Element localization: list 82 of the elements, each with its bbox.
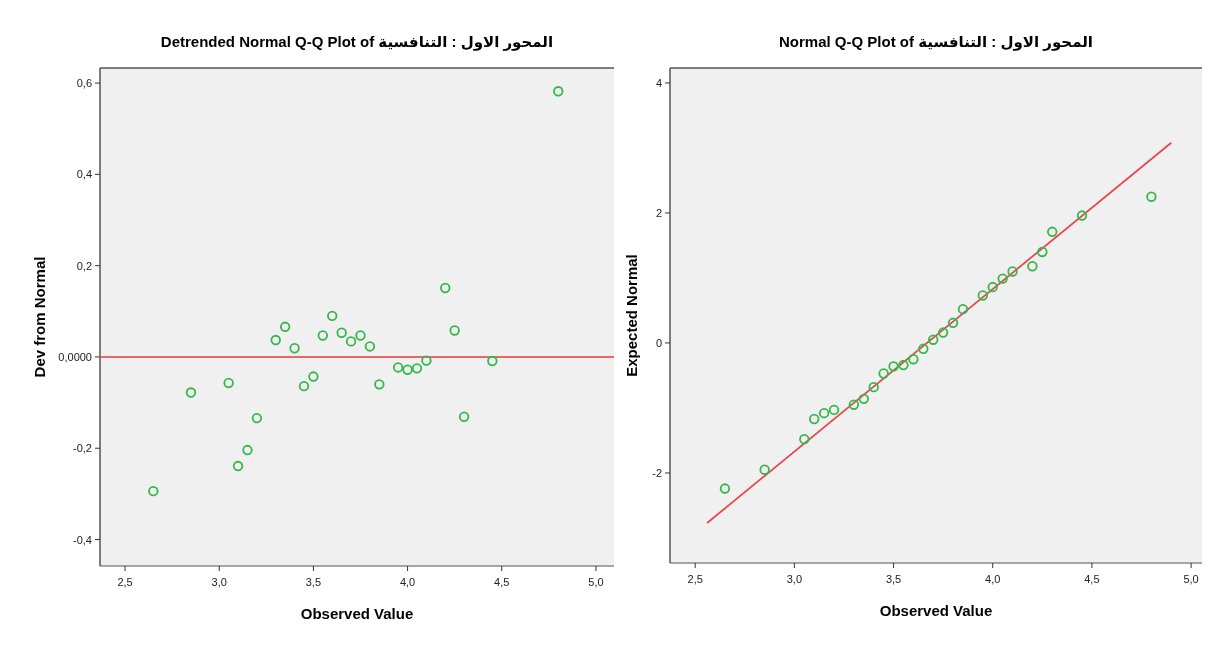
point [251, 412, 263, 424]
chart-title: Detrended Normal Q-Q Plot of المحور الاول : التنافسية [160, 33, 554, 51]
point [392, 362, 404, 373]
point [553, 86, 564, 97]
point [458, 411, 470, 422]
point [336, 327, 347, 338]
y-tick-label: 0,0000 [58, 350, 92, 363]
point [1007, 266, 1018, 277]
point [223, 377, 234, 389]
point [848, 399, 860, 410]
point [908, 354, 919, 365]
point [1027, 261, 1038, 272]
point [270, 334, 281, 346]
point [355, 330, 366, 341]
y-axis-title: Dev from Normal [31, 256, 48, 378]
point [402, 364, 413, 375]
point [327, 310, 338, 322]
x-tick-label: 5,0 [588, 576, 604, 588]
x-tick-label: 3,0 [211, 576, 227, 588]
y-tick-label: -0,4 [73, 533, 92, 546]
x-tick-label: 2,5 [117, 576, 133, 588]
x-tick-label: 3,0 [786, 573, 803, 585]
point [317, 330, 329, 341]
point [308, 371, 319, 382]
point [987, 281, 998, 293]
x-tick-label: 2,5 [687, 573, 703, 585]
point [888, 361, 899, 372]
point [799, 433, 810, 445]
point [1146, 191, 1157, 202]
point [232, 460, 244, 472]
point [858, 393, 869, 405]
point [928, 334, 939, 345]
x-tick-label: 4,0 [399, 576, 416, 588]
y-tick-label: -2 [652, 466, 662, 479]
point [809, 413, 820, 425]
point [421, 355, 432, 366]
point [449, 325, 460, 336]
point [868, 381, 879, 393]
point [1037, 246, 1048, 258]
y-tick-label: 4 [655, 76, 662, 89]
point [242, 444, 253, 456]
point [1076, 210, 1088, 221]
y-tick-label: 2 [655, 206, 662, 219]
point [148, 485, 159, 497]
x-tick-label: 4,5 [494, 576, 510, 588]
point [898, 359, 909, 371]
y-tick-label: 0 [655, 336, 662, 349]
chart-title: Normal Q-Q Plot of المحور الاول : التنافسية [779, 33, 1093, 51]
y-tick-label: 0,2 [76, 259, 92, 272]
point [957, 303, 969, 315]
point [918, 343, 929, 355]
x-tick-label: 3,5 [885, 573, 902, 585]
point [374, 379, 385, 390]
point [185, 387, 197, 398]
x-axis-title: Observed Value [879, 602, 993, 619]
point [759, 464, 770, 475]
y-tick-label: 0,4 [76, 168, 92, 181]
point [977, 290, 989, 301]
x-axis-title: Observed Value [300, 605, 414, 622]
y-axis-title: Expected Normal [623, 254, 640, 377]
point [997, 273, 1008, 284]
point [345, 336, 357, 347]
point [364, 341, 376, 352]
point [440, 282, 451, 294]
point [828, 404, 840, 416]
y-tick-label: 0,6 [76, 77, 92, 90]
point [818, 407, 830, 419]
x-tick-label: 4,5 [1084, 573, 1100, 585]
x-tick-label: 4,0 [985, 573, 1001, 585]
point [719, 483, 731, 494]
x-tick-label: 3,5 [305, 576, 322, 588]
point [298, 380, 310, 392]
point [487, 355, 498, 367]
point [937, 327, 949, 338]
point [947, 317, 959, 329]
point [411, 363, 423, 374]
point [878, 368, 889, 379]
x-tick-label: 5,0 [1183, 573, 1199, 585]
y-tick-label: -0,2 [73, 442, 92, 455]
point [289, 343, 300, 354]
point [1047, 226, 1058, 238]
point [279, 321, 291, 333]
